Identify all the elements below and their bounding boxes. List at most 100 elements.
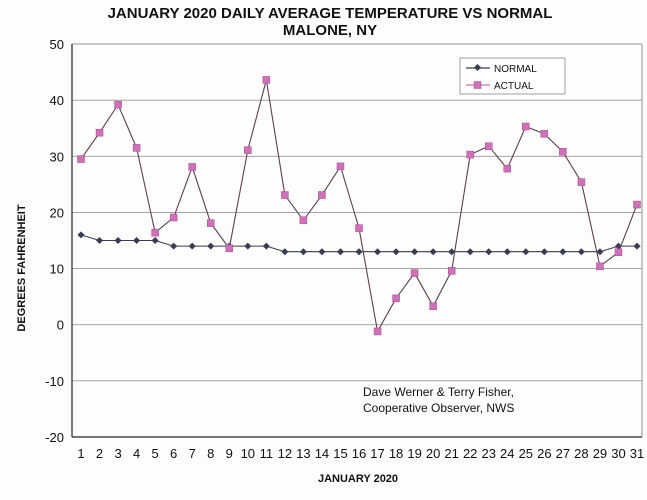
actual-point [596,262,604,271]
x-tick-label: 8 [207,446,214,461]
x-tick-label: 7 [189,446,196,461]
x-tick-label: 10 [241,446,255,461]
x-tick-label: 31 [630,446,644,461]
x-tick-label: 4 [133,446,140,461]
annotation-line-1: Dave Werner & Terry Fisher, [363,385,514,399]
x-tick-label: 19 [407,446,421,461]
y-tick-label: 40 [50,93,64,108]
x-tick-label: 14 [315,446,329,461]
actual-point [447,267,456,275]
normal-point [392,248,400,256]
y-tick-label: 10 [50,262,64,277]
normal-point [95,236,104,245]
normal-point [596,248,604,256]
x-tick-label: 13 [296,446,310,461]
normal-point [448,248,456,256]
normal-point [281,248,289,256]
actual-point [355,224,363,232]
normal-point [262,242,270,250]
x-tick-label: 18 [389,446,403,461]
actual-point [169,213,178,222]
normal-point [559,248,567,256]
actual-point [77,155,85,163]
series-line-actual [80,79,638,334]
normal-point [114,236,122,245]
actual-point [614,248,623,257]
legend: NORMAL ACTUAL [459,57,566,95]
x-tick-label: 2 [96,446,103,461]
x-tick-label: 1 [77,446,84,461]
normal-point [411,248,419,256]
x-tick-label: 15 [333,446,347,461]
legend-normal-marker-icon [473,63,482,72]
x-tick-label: 20 [426,446,440,461]
y-tick-label: 30 [50,149,64,164]
normal-point [355,248,363,256]
x-tick-label: 12 [278,446,292,461]
x-tick-label: 3 [114,446,121,461]
normal-point [244,242,252,250]
x-tick-label: 6 [170,446,177,461]
legend-actual-marker-icon [473,81,482,89]
actual-point [244,146,252,154]
x-tick-label: 17 [370,446,384,461]
normal-point [503,248,511,256]
x-tick-label: 25 [519,446,533,461]
y-tick-label: 20 [50,205,64,220]
y-tick-label: 0 [57,318,64,333]
x-tick-label: 28 [574,446,588,461]
normal-point [188,242,196,250]
actual-point [577,178,586,186]
actual-point [392,294,400,303]
actual-point [540,130,549,138]
actual-point [188,163,196,171]
actual-point [114,100,122,109]
normal-point [151,236,159,245]
x-tick-label: 9 [226,446,233,461]
actual-point [633,200,641,209]
x-tick-label: 23 [481,446,495,461]
actual-point [95,128,104,137]
actual-point [503,164,512,173]
actual-point [225,244,234,253]
normal-point [170,242,178,250]
x-tick-label: 30 [611,446,625,461]
normal-point [133,236,141,245]
actual-point [262,76,271,84]
x-tick-label: 11 [260,446,274,461]
normal-point [577,248,585,256]
normal-point [207,242,215,250]
normal-point [77,231,85,239]
x-tick-label: 27 [556,446,570,461]
actual-point [281,191,289,199]
actual-point [151,228,159,237]
actual-point [559,148,567,156]
actual-point [522,122,530,131]
actual-point [318,191,326,199]
actual-point [336,162,345,171]
normal-point [485,248,493,256]
x-tick-label: 22 [463,446,477,461]
actual-point [373,327,382,336]
normal-point [373,248,382,256]
actual-point [429,302,437,310]
normal-point [522,248,530,256]
x-tick-label: 29 [593,446,607,461]
legend-normal-label: NORMAL [494,64,537,75]
actual-point [484,142,493,150]
y-tick-label: -20 [45,430,64,445]
actual-point [299,216,308,225]
actual-point [132,144,141,152]
actual-point [206,219,215,227]
annotation-line-2: Cooperative Observer, NWS [363,401,514,415]
x-tick-label: 5 [152,446,159,461]
y-axis-label: DEGREES FAHRENHEIT [16,204,28,331]
normal-point [336,248,345,256]
x-axis-label: JANUARY 2020 [318,473,398,485]
chart-title: JANUARY 2020 DAILY AVERAGE TEMPERATURE V… [108,5,553,22]
x-tick-label: 26 [537,446,551,461]
legend-actual-label: ACTUAL [494,81,534,92]
normal-point [466,248,474,256]
normal-point [633,242,641,250]
